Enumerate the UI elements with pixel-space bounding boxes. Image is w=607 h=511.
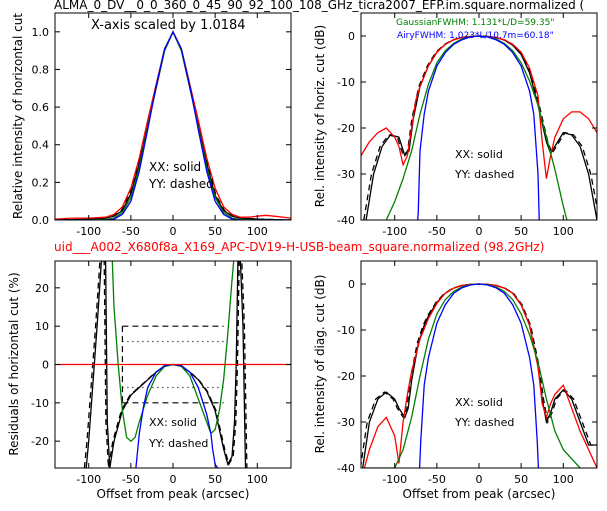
panel-tr-ylabel: Rel. intensity of horiz. cut (dB) [313,25,327,207]
series-line-black-dashed [83,261,248,468]
panel-bl-legend-yy: YY: dashed [148,437,208,450]
y-tick-label: -10 [337,76,355,89]
x-tick-label: 50 [208,225,222,238]
y-tick-label: -20 [337,370,355,383]
panel-tr-airy-label: AiryFWHM: 1.023*L/10.7m=60.18" [397,31,554,41]
x-tick-label: 100 [553,225,574,238]
x-tick-label: -50 [122,225,140,238]
panel-tl-ylabel: Relative intensity of horizontal cut [11,13,25,219]
y-tick-label: 0.6 [32,101,50,114]
x-tick-label: 100 [247,473,268,486]
x-tick-label: 0 [170,473,177,486]
panel-tl-plot [55,30,291,220]
y-tick-label: -20 [337,122,355,135]
figure-subtitle: uid___A002_X680f8a_X169_APC-DV19-H-USB-b… [54,240,544,254]
panel-bl-ylabel: Residuals of horizontal cut (%) [7,272,21,455]
y-tick-label: -40 [337,214,355,227]
y-tick-label: 10 [35,320,49,333]
y-tick-label: 0 [42,359,49,372]
series-line-blue [135,363,219,468]
panel-bl-plot [55,261,291,468]
series-line-blue [417,35,540,220]
panel-bl-xlabel: Offset from peak (arcsec) [97,487,250,501]
panel-br-plot [361,283,597,468]
panel-tr: -100 -50 0 50 100 0 -10 -20 -30 -40 Rel. intensit… [313,12,598,238]
x-tick-label: 0 [476,225,483,238]
panel-tr-legend-yy: YY: dashed [454,168,514,181]
y-tick-label: -30 [337,168,355,181]
series-line-black-dashed [363,35,597,220]
y-tick-label: 0 [348,278,355,291]
panel-tl-ticks: -100 -50 0 50 100 0.0 0.2 0.4 0.6 0.8 1.0 [32,13,291,238]
y-tick-label: -20 [31,435,49,448]
panel-tl-legend-xx: XX: solid [149,160,201,174]
panel-tr-ticks: -100 -50 0 50 100 0 -10 -20 -30 -40 [337,13,597,238]
series-line-red [363,283,597,468]
panel-tr-legend-xx: XX: solid [455,148,503,161]
series-line-black-dashed [361,283,597,468]
x-tick-label: -100 [76,473,101,486]
series-line-black [362,283,597,468]
panel-tr-gauss-label: GaussianFWHM: 1.131*L/D=59.35" [396,18,554,28]
y-tick-label: -10 [337,324,355,337]
series-line-red [55,30,291,220]
y-tick-label: 20 [35,282,49,295]
series-line-blue [418,283,540,468]
series-line-green [365,283,581,468]
y-tick-label: -10 [31,397,49,410]
panel-tl-legend-yy: YY: dashed [148,177,214,191]
x-tick-label: 50 [514,225,528,238]
x-tick-label: 100 [247,225,268,238]
x-tick-label: -50 [428,225,446,238]
x-tick-label: 100 [553,473,574,486]
x-tick-label: -50 [122,473,140,486]
panel-br-frame [360,260,598,469]
panel-br-ylabel: Rel. intensity of diag. cut (dB) [313,275,327,454]
panel-br-ticks: -100 -50 0 50 100 0 -10 -20 -30 -40 [337,261,597,486]
panel-br-legend-yy: YY: dashed [454,416,514,429]
series-line-black-dashed [55,30,291,220]
series-line-black [365,35,597,220]
x-tick-label: 50 [514,473,528,486]
x-tick-label: -100 [76,225,101,238]
x-tick-label: 0 [170,225,177,238]
panel-tr-plot [361,35,597,220]
figure-title: ALMA_0_DV__0_0_360_0_45_90_92_100_108_GH… [54,0,584,12]
panel-br-xlabel: Offset from peak (arcsec) [403,487,556,501]
panel-br-legend-xx: XX: solid [455,396,503,409]
y-tick-label: 0 [348,30,355,43]
x-tick-label: -100 [382,473,407,486]
series-line-black [55,30,291,220]
y-tick-label: 0.4 [32,139,50,152]
x-tick-label: -50 [428,473,446,486]
y-tick-label: 0.8 [32,63,50,76]
x-tick-label: 0 [476,473,483,486]
y-tick-label: -30 [337,416,355,429]
y-tick-label: 0.0 [32,214,50,227]
panel-br: -100 -50 0 50 100 0 -10 -20 -30 -40 Rel. intensit… [313,260,598,501]
y-tick-label: 1.0 [32,26,50,39]
panel-tl: -100 -50 0 50 100 0.0 0.2 0.4 0.6 0.8 1.0 Relative… [11,12,292,238]
panel-bl-legend-xx: XX: solid [149,416,197,429]
panel-tl-annotation: X-axis scaled by 1.0184 [91,18,246,33]
y-tick-label: -40 [337,462,355,475]
panel-tr-frame [360,12,598,221]
series-line-green [55,30,291,220]
y-tick-label: 0.2 [32,176,50,189]
x-tick-label: 50 [208,473,222,486]
series-line-blue [55,30,291,220]
x-tick-label: -100 [382,225,407,238]
